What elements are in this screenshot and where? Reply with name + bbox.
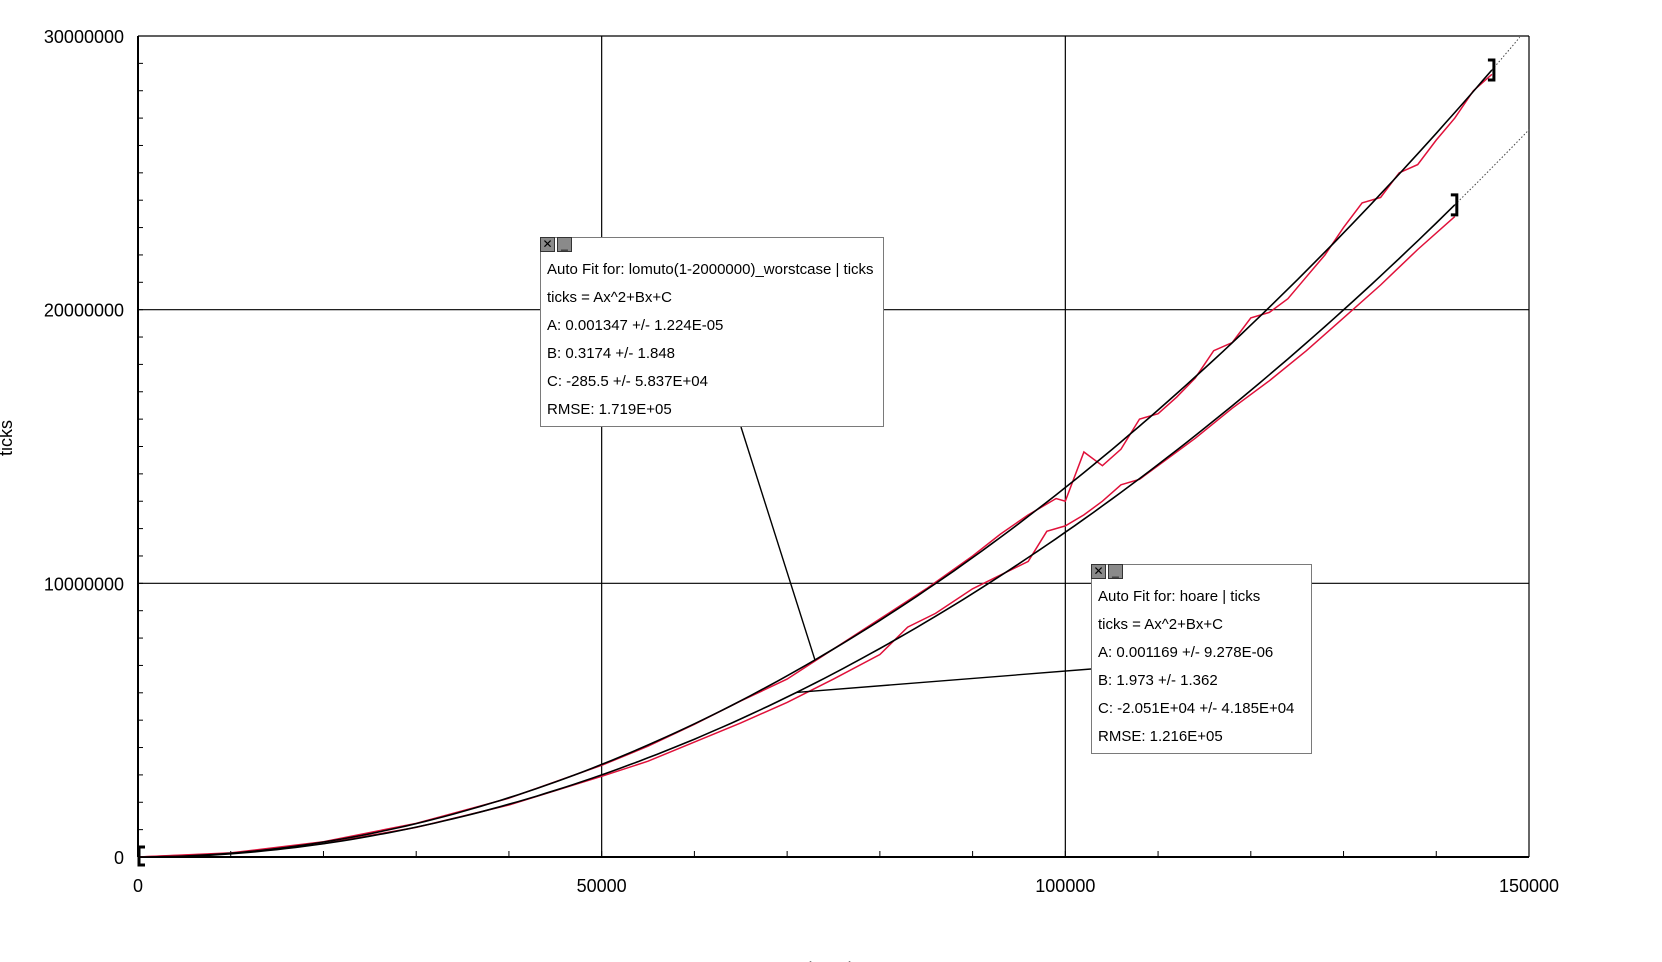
- data-line-1: [137, 216, 1456, 858]
- x-tick-label: 150000: [1499, 876, 1559, 896]
- fit-equation: ticks = Ax^2+Bx+C: [547, 289, 673, 306]
- leader-line-hoare: [796, 668, 1092, 694]
- fit-annotation-lomuto[interactable]: ✕ _ Auto Fit for: lomuto(1-2000000)_wors…: [540, 237, 884, 427]
- x-tick-label: 0: [133, 876, 143, 896]
- tick-labels: 0 50000 100000 150000 0 10000000 20000000 30000…: [44, 27, 1559, 896]
- fit-title: Auto Fit for: hoare | ticks: [1098, 588, 1261, 605]
- y-tick-label: 20000000: [44, 301, 124, 321]
- grid-lines: [137, 35, 1530, 858]
- fit-end-bracket-0: [1487, 58, 1496, 82]
- fit-annotation-hoare[interactable]: ✕ _ Auto Fit for: hoare | ticks ticks = …: [1091, 564, 1312, 754]
- fit-equation: ticks = Ax^2+Bx+C: [1098, 616, 1224, 633]
- fit-curve-1: [138, 204, 1456, 858]
- fit-coef-c: C: -285.5 +/- 5.837E+04: [547, 373, 708, 390]
- fit-rmse: RMSE: 1.216E+05: [1098, 728, 1223, 745]
- minimize-icon[interactable]: _: [557, 237, 572, 252]
- fit-rmse: RMSE: 1.719E+05: [547, 401, 672, 418]
- axes: [137, 35, 1530, 858]
- fit-coef-a: A: 0.001169 +/- 9.278E-06: [1098, 644, 1274, 661]
- fit-extrapolation-1: [1454, 129, 1530, 206]
- fit-coef-a: A: 0.001347 +/- 1.224E-05: [547, 317, 724, 334]
- close-icon[interactable]: ✕: [1091, 564, 1106, 579]
- x-axis-title: length: [808, 959, 857, 962]
- fit-coef-c: C: -2.051E+04 +/- 4.185E+04: [1098, 700, 1295, 717]
- close-icon[interactable]: ✕: [540, 237, 555, 252]
- fit-start-bracket: [137, 845, 145, 867]
- fit-extrapolations: [1454, 36, 1530, 206]
- x-tick-label: 100000: [1035, 876, 1095, 896]
- fit-end-bracket-1: [1450, 193, 1459, 217]
- x-tick-label: 50000: [577, 876, 627, 896]
- minimize-icon[interactable]: _: [1108, 564, 1123, 579]
- fit-extrapolation-0: [1491, 36, 1521, 71]
- y-axis-title: ticks: [0, 420, 16, 456]
- annotation-leaders: [740, 426, 1092, 694]
- fit-coef-b: B: 0.3174 +/- 1.848: [547, 345, 676, 362]
- fit-coef-b: B: 1.973 +/- 1.362: [1098, 672, 1218, 689]
- fit-range-brackets[interactable]: [137, 58, 1496, 867]
- y-tick-label: 10000000: [44, 574, 124, 594]
- y-tick-label: 30000000: [44, 27, 124, 47]
- fit-title: Auto Fit for: lomuto(1-2000000)_worstcas…: [547, 261, 874, 278]
- y-tick-label: 0: [114, 848, 124, 868]
- leader-line-lomuto: [740, 426, 816, 661]
